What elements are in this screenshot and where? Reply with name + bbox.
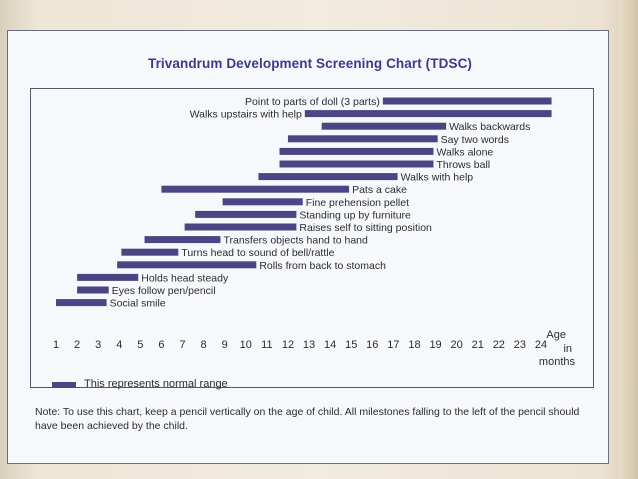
milestone-bar — [382, 97, 552, 105]
chart-plot-area — [30, 88, 594, 388]
x-tick-label: 11 — [261, 339, 272, 351]
milestone-label: Walks backwards — [449, 121, 530, 133]
milestone-label: Transfers objects hand to hand — [223, 235, 368, 247]
legend-swatch — [52, 382, 76, 388]
milestone-label: Eyes follow pen/pencil — [112, 285, 216, 297]
milestone-label: Say two words — [441, 134, 509, 146]
x-tick-label: 15 — [345, 339, 357, 351]
x-tick-label: 4 — [116, 339, 122, 351]
milestone-chart: Point to parts of doll (3 parts)Walks up… — [53, 96, 576, 368]
x-tick-label: 10 — [240, 339, 252, 351]
x-tick-label: 3 — [95, 339, 101, 351]
milestone-bar — [161, 185, 350, 193]
milestone-bar — [222, 198, 303, 206]
x-tick-label: 6 — [158, 339, 164, 351]
milestone-label: Walks with help — [401, 172, 474, 184]
milestone-bar — [121, 248, 179, 256]
milestone-label: Pats a cake — [352, 184, 407, 196]
milestone-label: Raises self to sitting position — [299, 222, 432, 234]
x-tick-label: 24 — [535, 339, 547, 351]
milestone-bar — [279, 160, 434, 168]
milestone-bar — [77, 286, 109, 294]
x-tick-label: 20 — [451, 339, 463, 351]
x-tick-label: 5 — [137, 339, 143, 351]
milestone-bar — [56, 299, 107, 307]
x-tick-label: 2 — [74, 339, 80, 351]
x-tick-label: 23 — [514, 339, 526, 351]
x-tick-label: 1 — [53, 339, 59, 351]
milestone-label: Rolls from back to stomach — [259, 260, 386, 272]
milestone-bar — [321, 122, 447, 130]
x-tick-label: 14 — [324, 339, 336, 351]
x-tick-label: 22 — [493, 339, 505, 351]
milestone-label: Social smile — [110, 298, 166, 310]
x-tick-label: 17 — [387, 339, 399, 351]
page-edge — [619, 0, 638, 479]
x-axis-label: in — [563, 343, 572, 355]
milestone-label: Turns head to sound of bell/rattle — [181, 247, 334, 259]
x-tick-label: 18 — [408, 339, 420, 351]
milestone-bar — [117, 261, 257, 269]
milestone-label: Holds head steady — [141, 272, 229, 284]
x-tick-label: 9 — [222, 339, 228, 351]
milestone-bar — [279, 147, 434, 155]
legend-label: This represents normal range — [84, 378, 228, 390]
milestone-bar — [195, 210, 297, 218]
milestone-label: Fine prehension pellet — [306, 197, 409, 209]
x-tick-label: 8 — [201, 339, 207, 351]
x-tick-label: 13 — [303, 339, 315, 351]
milestone-bar — [287, 135, 438, 143]
milestone-bar — [184, 223, 297, 231]
milestone-bar — [144, 236, 221, 244]
milestone-bar — [304, 110, 552, 118]
milestone-label: Walks alone — [436, 146, 493, 158]
x-axis-label: months — [539, 356, 576, 368]
milestone-label: Throws ball — [436, 159, 490, 171]
x-tick-label: 7 — [179, 339, 185, 351]
milestone-bar — [77, 273, 139, 281]
milestone-bar — [258, 173, 398, 181]
milestone-label: Point to parts of doll (3 parts) — [245, 96, 380, 108]
x-axis-label: Age — [546, 329, 566, 341]
x-tick-label: 16 — [366, 339, 378, 351]
x-tick-label: 19 — [429, 339, 441, 351]
x-tick-label: 12 — [282, 339, 294, 351]
usage-note: Note: To use this chart, keep a pencil v… — [35, 406, 580, 432]
milestone-label: Walks upstairs with help — [190, 109, 302, 121]
milestone-label: Standing up by furniture — [299, 209, 411, 221]
chart-title: Trivandrum Development Screening Chart (… — [147, 56, 473, 71]
x-tick-label: 21 — [472, 339, 484, 351]
